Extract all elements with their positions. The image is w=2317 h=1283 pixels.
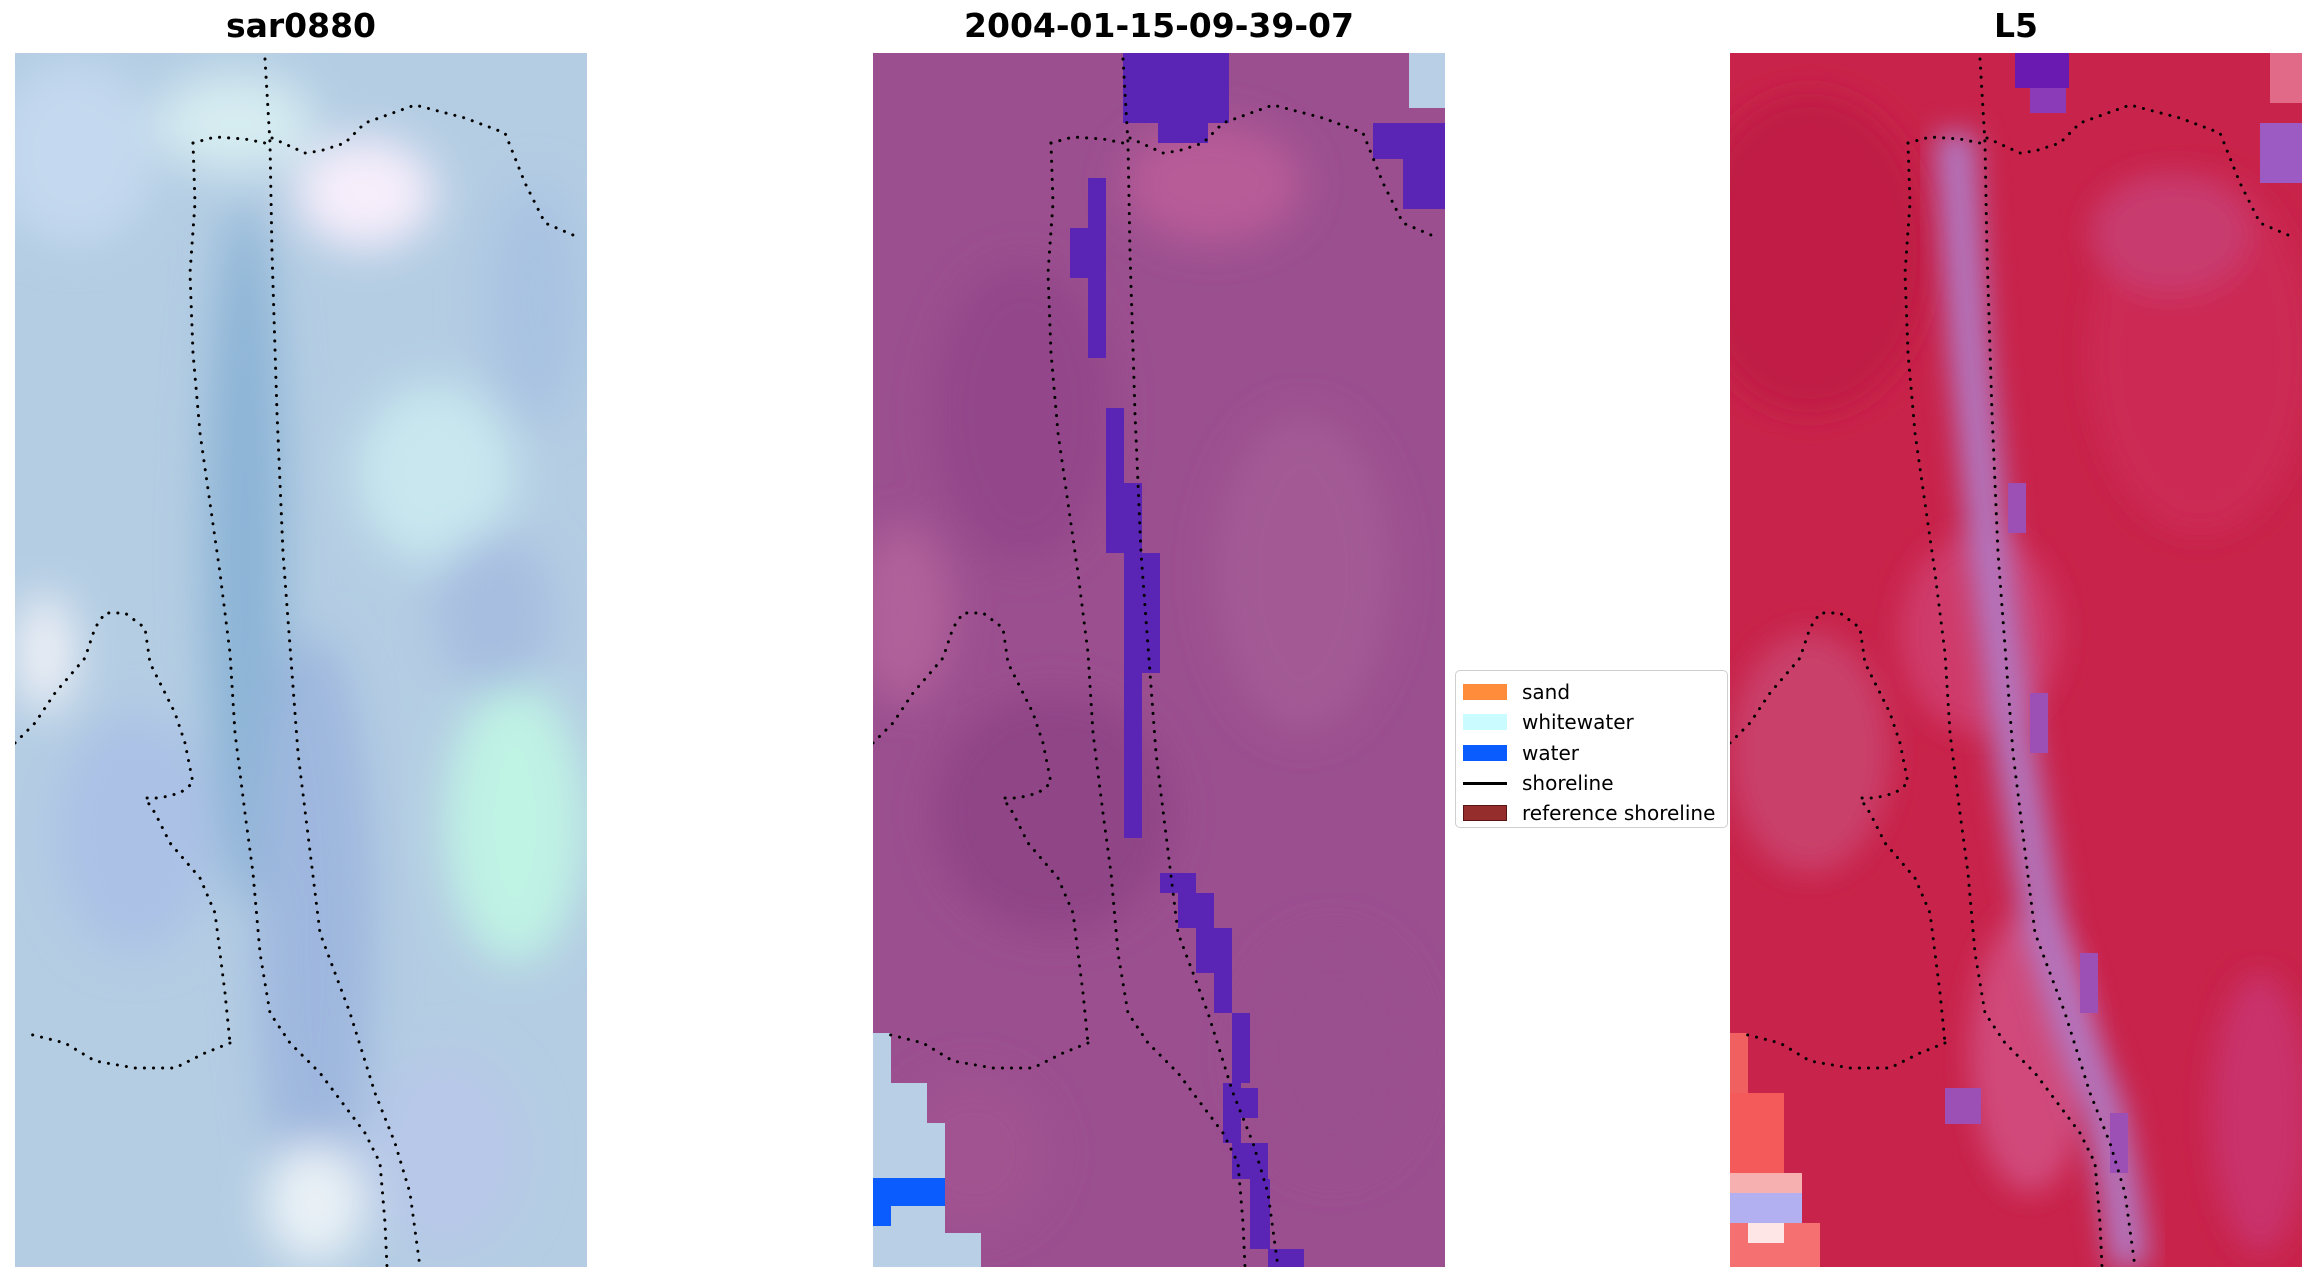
legend-label-water: water bbox=[1522, 740, 1579, 765]
rgb-image-panel bbox=[15, 53, 587, 1267]
legend-item-sand: sand bbox=[1456, 677, 1727, 707]
legend-swatch-whitewater bbox=[1463, 714, 1507, 731]
legend-label-whitewater: whitewater bbox=[1522, 710, 1634, 735]
classified-image-panel bbox=[873, 53, 1445, 1267]
classified-image bbox=[873, 53, 1445, 1267]
legend-label-shoreline: shoreline bbox=[1522, 771, 1614, 796]
shoreline-dots-center bbox=[873, 57, 1440, 1267]
legend-swatch-reference-shoreline bbox=[1463, 805, 1507, 822]
l5-image-panel bbox=[1730, 53, 2302, 1267]
panel-title-right: L5 bbox=[1994, 6, 2038, 45]
legend-label-sand: sand bbox=[1522, 680, 1571, 705]
panel-title-left: sar0880 bbox=[225, 6, 377, 45]
legend-swatch-sand bbox=[1463, 684, 1507, 701]
legend-swatch-water bbox=[1463, 744, 1507, 761]
legend: sand whitewater water shoreline referenc… bbox=[1455, 670, 1728, 828]
panel-title-center: 2004-01-15-09-39-07 bbox=[964, 6, 1354, 45]
l5-image bbox=[1730, 53, 2302, 1267]
rgb-image bbox=[15, 53, 587, 1267]
legend-item-water: water bbox=[1456, 738, 1727, 768]
legend-label-reference-shoreline: reference shoreline bbox=[1522, 801, 1716, 826]
shoreline-dots-right bbox=[1730, 57, 2297, 1267]
legend-item-shoreline: shoreline bbox=[1456, 768, 1727, 798]
legend-item-reference-shoreline: reference shoreline bbox=[1456, 798, 1727, 828]
legend-line-shoreline bbox=[1463, 781, 1507, 785]
shoreline-dots-left bbox=[15, 57, 582, 1267]
legend-item-whitewater: whitewater bbox=[1456, 707, 1727, 737]
water-class-pixels bbox=[1070, 53, 1445, 1267]
